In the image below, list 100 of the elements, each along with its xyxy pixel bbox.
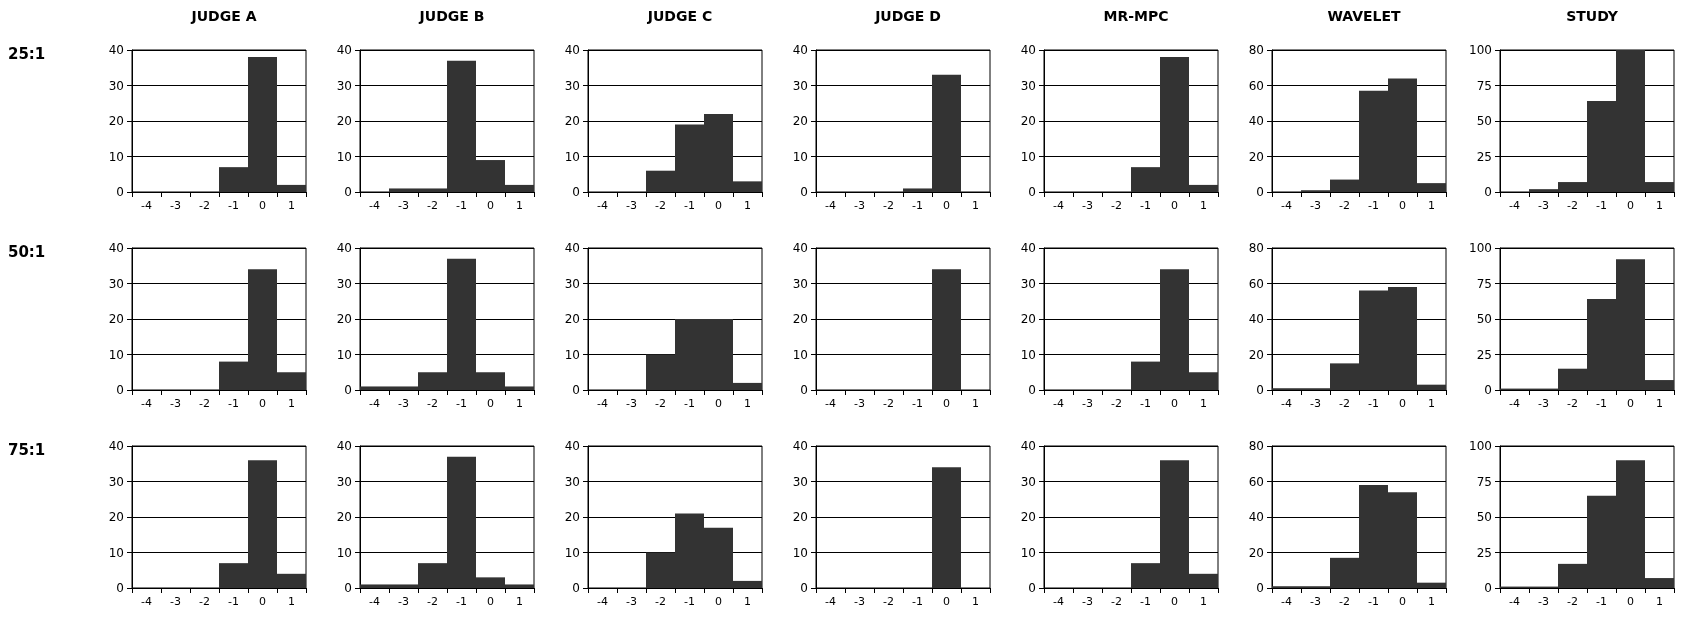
x-tick-label: -3 [170,397,181,410]
y-tick-label: 0 [116,185,124,199]
y-tick-label: 75 [1476,276,1492,291]
y-tick-label: 20 [1248,347,1264,362]
x-tick-label: -2 [883,397,894,410]
y-tick-label: 40 [792,439,808,453]
y-tick-label: 40 [336,43,352,57]
x-tick-label: -4 [597,397,608,410]
y-tick-label: 20 [108,312,124,326]
chart-title: JUDGE A [190,8,257,24]
x-tick-label: -2 [199,199,210,212]
y-tick-label: 80 [1248,241,1264,255]
y-tick-label: 30 [336,78,352,93]
x-tick-label: 1 [288,199,295,212]
y-tick-label: 10 [1020,149,1036,164]
x-tick-label: -4 [597,595,608,608]
y-tick-label: 0 [1256,185,1264,199]
y-tick-label: 20 [336,114,352,128]
x-tick-label: -1 [1596,397,1607,410]
x-tick-label: 1 [1656,199,1663,212]
y-tick-label: 20 [1020,114,1036,128]
y-tick-label: 30 [792,276,808,291]
y-tick-label: 40 [564,43,580,57]
y-tick-label: 20 [792,510,808,524]
y-tick-label: 10 [792,149,808,164]
y-tick-label: 10 [564,149,580,164]
x-tick-label: -4 [369,595,380,608]
y-tick-label: 10 [108,545,124,560]
y-tick-label: 40 [336,241,352,255]
y-tick-label: 10 [564,545,580,560]
x-tick-label: -1 [1596,199,1607,212]
x-tick-label: 0 [715,199,722,212]
y-tick-label: 60 [1248,276,1264,291]
y-tick-label: 20 [108,510,124,524]
y-tick-label: 40 [108,241,124,255]
x-tick-label: 0 [715,397,722,410]
x-tick-label: -2 [427,397,438,410]
y-tick-label: 50 [1476,312,1492,326]
y-tick-label: 10 [792,347,808,362]
x-tick-label: -2 [1567,397,1578,410]
x-tick-label: -2 [1567,199,1578,212]
x-tick-label: -4 [1281,199,1292,212]
y-tick-label: 30 [336,276,352,291]
x-tick-label: -2 [199,595,210,608]
x-tick-label: 1 [1656,595,1663,608]
y-tick-label: 30 [564,276,580,291]
y-tick-label: 0 [572,383,580,397]
x-tick-label: 0 [259,397,266,410]
x-tick-label: -4 [825,199,836,212]
x-tick-label: 1 [744,595,751,608]
x-tick-label: -2 [1339,595,1350,608]
x-tick-label: -3 [854,397,865,410]
y-tick-label: 30 [792,78,808,93]
x-tick-label: -2 [1111,397,1122,410]
y-tick-label: 30 [108,474,124,489]
y-tick-label: 40 [108,439,124,453]
x-tick-label: -4 [597,199,608,212]
x-tick-label: -3 [1310,397,1321,410]
x-tick-label: 0 [1627,199,1634,212]
x-tick-label: 1 [972,397,979,410]
y-tick-label: 40 [336,439,352,453]
y-tick-label: 20 [1248,149,1264,164]
x-tick-label: -4 [1281,397,1292,410]
chart-title: STUDY [1566,8,1619,24]
y-tick-label: 40 [1248,114,1264,128]
x-tick-label: -2 [1339,199,1350,212]
y-tick-label: 20 [336,510,352,524]
x-tick-label: -4 [1053,595,1064,608]
x-tick-label: -4 [1281,595,1292,608]
x-tick-label: 0 [259,595,266,608]
x-tick-label: -1 [912,595,923,608]
y-tick-label: 30 [564,474,580,489]
y-tick-label: 20 [792,114,808,128]
x-tick-label: 1 [1656,397,1663,410]
y-tick-label: 0 [1028,581,1036,595]
y-tick-label: 25 [1476,149,1492,164]
y-tick-label: 10 [336,347,352,362]
x-tick-label: -1 [456,199,467,212]
x-tick-label: 0 [487,595,494,608]
x-tick-label: -3 [854,595,865,608]
y-tick-label: 40 [1248,510,1264,524]
x-tick-label: -4 [1053,199,1064,212]
y-tick-label: 40 [1020,43,1036,57]
x-tick-label: -4 [825,595,836,608]
y-tick-label: 0 [344,581,352,595]
x-tick-label: -4 [1509,397,1520,410]
x-tick-label: -3 [854,199,865,212]
y-tick-label: 40 [792,241,808,255]
x-tick-label: 1 [1428,595,1435,608]
x-tick-label: -2 [1111,199,1122,212]
x-tick-label: -2 [655,199,666,212]
y-tick-label: 30 [564,78,580,93]
x-tick-label: 1 [516,397,523,410]
x-tick-label: -2 [1111,595,1122,608]
x-tick-label: -4 [141,199,152,212]
y-tick-label: 100 [1469,241,1492,255]
x-tick-label: 0 [487,397,494,410]
x-tick-label: 0 [487,199,494,212]
x-tick-label: -4 [1053,397,1064,410]
x-tick-label: -1 [1368,397,1379,410]
